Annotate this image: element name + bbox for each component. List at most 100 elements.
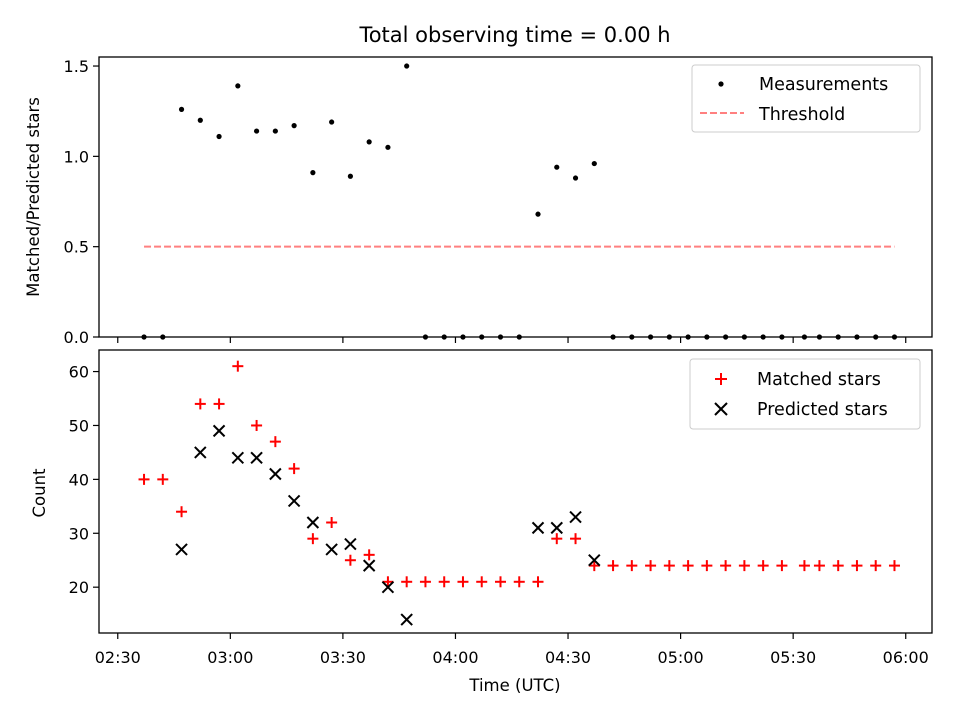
- predicted-star-point: [344, 537, 357, 551]
- top-x-ticks: [117, 337, 907, 343]
- top-y-ticks: 0.0 0.5 1.0 1.5: [64, 57, 99, 347]
- top-legend-box: [691, 64, 921, 133]
- matched-star-point: [138, 473, 150, 485]
- bottom-x-ticks: 02:30 03:00 03:30 04:00 04:30 05:00 05:30 06:00: [95, 633, 929, 667]
- measurement-point: [197, 117, 203, 123]
- matched-star-point: [832, 560, 844, 572]
- measurement-point: [591, 160, 597, 167]
- y-tick-label: 20: [69, 578, 89, 597]
- legend-plus-icon: [715, 373, 727, 385]
- predicted-star-point: [250, 451, 263, 465]
- measurement-point: [272, 128, 278, 134]
- predicted-star-point: [325, 543, 338, 556]
- y-tick-label: 0.5: [64, 238, 89, 257]
- measurement-point: [385, 144, 391, 150]
- matched-star-point: [888, 560, 900, 572]
- predicted-star-point: [231, 451, 245, 465]
- top-panel: 0.0 0.5 1.0 1.5 Matched/Predicted stars Mea…: [24, 56, 933, 347]
- matched-star-point: [251, 419, 263, 431]
- matched-star-point: [344, 554, 356, 566]
- matched-star-point: [776, 560, 788, 572]
- bottom-y-axis-label: Count: [30, 468, 49, 518]
- matched-star-point: [438, 576, 450, 588]
- matched-star-point: [645, 560, 657, 572]
- matched-star-point: [213, 398, 225, 410]
- matched-star-point: [738, 560, 750, 572]
- matched-star-point: [513, 576, 525, 588]
- top-legend: Measurements Threshold: [691, 64, 921, 133]
- legend-dot-icon: [718, 81, 724, 87]
- predicted-star-point: [269, 467, 282, 481]
- predicted-star-point: [306, 516, 320, 529]
- predicted-star-point: [194, 446, 207, 459]
- matched-star-point: [720, 560, 732, 572]
- top-measurement-points: [141, 63, 898, 340]
- matched-star-point: [494, 576, 506, 588]
- matched-star-point: [476, 576, 488, 588]
- bottom-legend-box: [689, 358, 921, 430]
- top-axes-frame: [98, 56, 933, 338]
- measurement-point: [554, 164, 560, 170]
- legend-cross-icon: [714, 402, 728, 416]
- predicted-star-point: [400, 613, 413, 626]
- predicted-star-point: [381, 580, 395, 594]
- matched-star-point: [382, 576, 394, 588]
- matched-star-point: [701, 560, 713, 572]
- legend-threshold-label: Threshold: [758, 105, 845, 125]
- x-tick-label: 04:30: [545, 648, 591, 667]
- matched-star-point: [813, 560, 825, 572]
- matched-star-point: [626, 560, 638, 572]
- matched-star-point: [176, 506, 188, 518]
- matched-star-point: [607, 560, 619, 572]
- y-tick-label: 0.0: [64, 328, 89, 347]
- matched-star-point: [307, 533, 319, 545]
- matched-star-point: [419, 576, 431, 588]
- matched-star-point: [363, 549, 375, 561]
- measurement-point: [572, 175, 579, 181]
- legend-matched-label: Matched stars: [757, 370, 881, 390]
- measurement-point: [404, 63, 410, 69]
- x-tick-label: 03:00: [207, 648, 253, 667]
- x-axis-label: Time (UTC): [468, 676, 560, 695]
- x-tick-label: 06:00: [883, 648, 929, 667]
- y-tick-label: 30: [69, 524, 89, 543]
- y-tick-label: 50: [69, 416, 89, 435]
- matched-star-point: [682, 560, 694, 572]
- matched-star-point: [570, 533, 582, 545]
- x-tick-label: 02:30: [95, 648, 141, 667]
- matched-star-point: [401, 576, 413, 588]
- measurement-point: [178, 106, 185, 112]
- measurement-point: [329, 119, 335, 125]
- matched-star-point: [798, 560, 810, 572]
- matched-star-point: [326, 516, 338, 528]
- bottom-axes-frame: [98, 349, 933, 634]
- measurement-point: [347, 173, 354, 179]
- matched-star-point: [588, 560, 600, 572]
- bottom-y-ticks: 20 30 40 50 60: [69, 363, 99, 597]
- x-tick-label: 05:30: [770, 648, 816, 667]
- matched-star-point: [288, 463, 300, 475]
- matched-star-point: [157, 473, 169, 485]
- top-y-axis-label: Matched/Predicted stars: [24, 97, 43, 297]
- measurement-point: [253, 128, 260, 134]
- measurement-point: [535, 211, 541, 217]
- x-tick-label: 05:00: [658, 648, 704, 667]
- legend-measurements-label: Measurements: [759, 75, 888, 95]
- measurement-point: [216, 133, 222, 140]
- predicted-star-point: [550, 521, 563, 535]
- predicted-star-point: [175, 543, 188, 556]
- x-tick-label: 04:00: [432, 648, 478, 667]
- predicted-star-point: [287, 494, 301, 508]
- matched-star-point: [194, 398, 206, 410]
- predicted-star-point: [531, 521, 545, 535]
- predicted-star-point: [212, 424, 226, 438]
- bottom-star-points: [138, 360, 900, 626]
- matched-star-point: [269, 436, 281, 448]
- predicted-star-point: [588, 554, 601, 567]
- chart-title: Total observing time = 0.00 h: [358, 23, 670, 47]
- y-tick-label: 60: [69, 363, 89, 382]
- measurement-point: [291, 123, 297, 129]
- bottom-legend: Matched stars Predicted stars: [689, 358, 921, 430]
- matched-star-point: [757, 560, 769, 572]
